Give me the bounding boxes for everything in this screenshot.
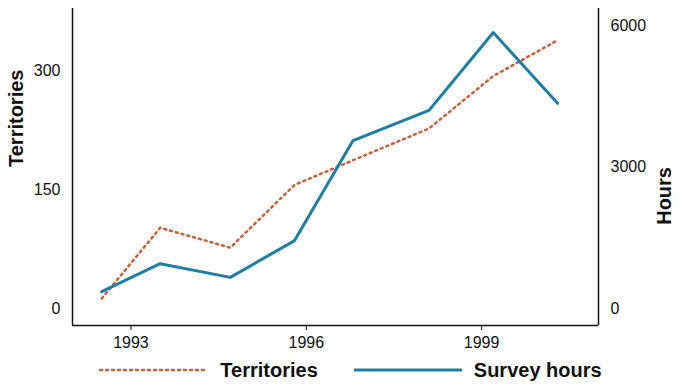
html-text:Survey hours: Survey hours: [473, 358, 602, 381]
svg-text:150: 150: [34, 181, 61, 198]
svg-text:6000: 6000: [611, 17, 647, 34]
svg-text:0: 0: [611, 300, 620, 317]
svg-text:1993: 1993: [113, 334, 149, 350]
svg-text:1996: 1996: [288, 334, 324, 350]
svg-text:Hours: Hours: [653, 167, 675, 225]
svg-text:300: 300: [34, 62, 61, 79]
svg-text:Territories: Territories: [5, 70, 27, 167]
svg-text:3000: 3000: [611, 158, 647, 175]
svg-text:1999: 1999: [464, 334, 500, 350]
svg-text:0: 0: [52, 300, 61, 317]
html-text:Territories: Territories: [220, 358, 318, 381]
